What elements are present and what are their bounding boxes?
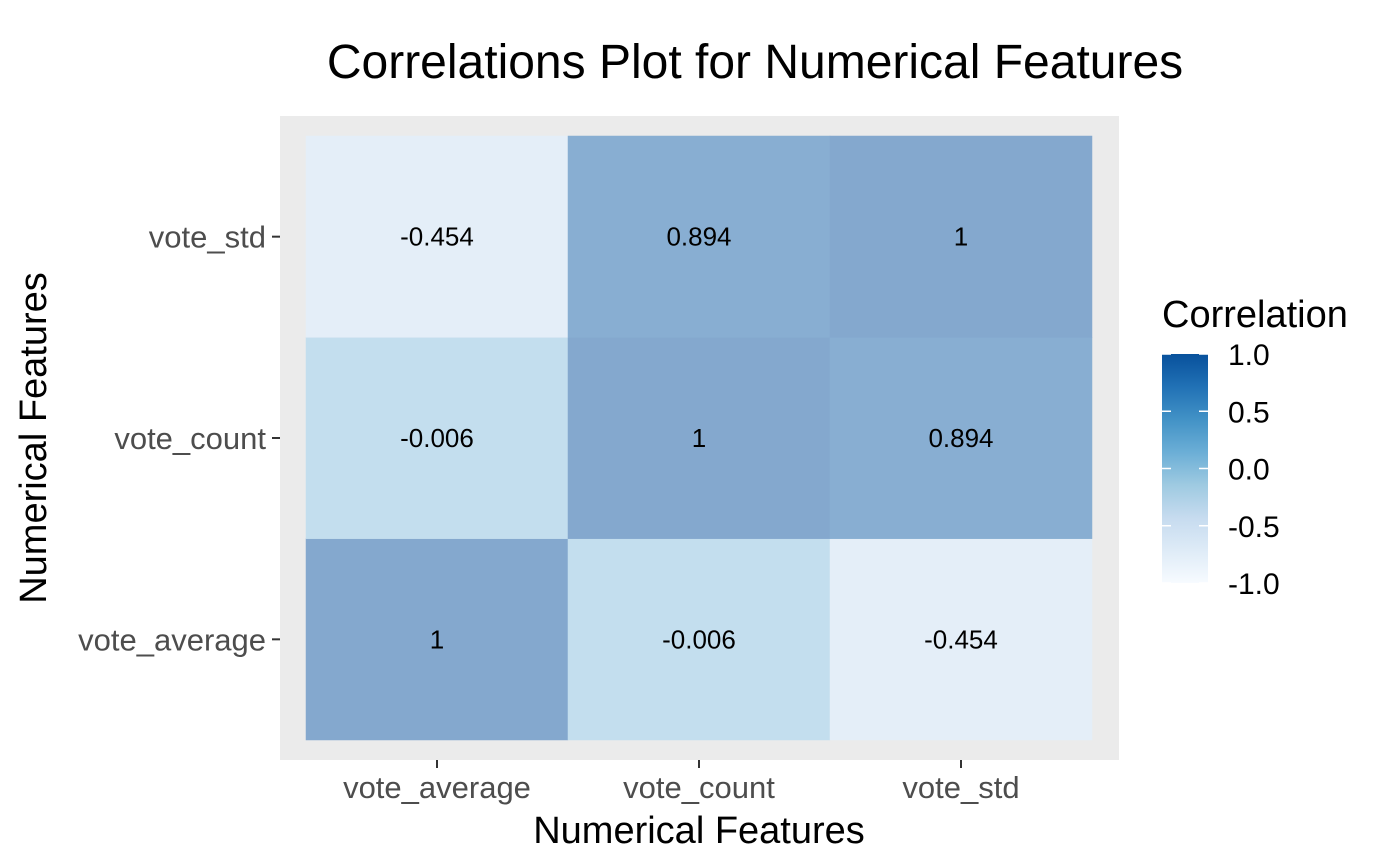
heatmap-tile-vote_std-vote_average <box>829 538 1093 741</box>
legend-label: -1.0 <box>1228 568 1280 601</box>
color-legend: Correlation 1.0 0.5 0.0 -0.5 -1.0 <box>1162 294 1348 601</box>
cell-label-vote_count-vote_average: -0.006 <box>662 624 736 654</box>
legend-title: Correlation <box>1162 294 1348 336</box>
chart-title: Correlations Plot for Numerical Features <box>327 36 1183 89</box>
heatmap-tiles <box>305 135 1093 741</box>
legend-label: 1.0 <box>1228 339 1270 372</box>
x-axis-title: Numerical Features <box>533 810 865 852</box>
legend-ticks: 1.0 0.5 0.0 -0.5 -1.0 <box>1162 339 1280 601</box>
cell-label-vote_average-vote_average: 1 <box>430 624 444 654</box>
y-tick-label-vote_std: vote_std <box>149 220 266 255</box>
heatmap-tile-vote_average-vote_average <box>305 538 569 741</box>
y-axis: vote_average vote_count vote_std <box>78 220 280 657</box>
heatmap-tile-vote_std-vote_std <box>829 135 1093 338</box>
heatmap-cell-labels: 1 -0.006 -0.454 -0.006 1 0.894 -0.454 0.894 1 <box>400 222 998 655</box>
x-tick-label-vote_average: vote_average <box>343 770 531 805</box>
heatmap-tile-vote_average-vote_count <box>305 337 569 539</box>
heatmap-tile-vote_average-vote_std <box>305 135 569 338</box>
cell-label-vote_average-vote_std: -0.454 <box>400 222 474 252</box>
y-tick-label-vote_count: vote_count <box>114 421 266 456</box>
y-tick-label-vote_average: vote_average <box>78 622 266 657</box>
legend-label: -0.5 <box>1228 511 1280 544</box>
x-axis: vote_average vote_count vote_std <box>343 760 1020 805</box>
cell-label-vote_std-vote_count: 0.894 <box>928 423 993 453</box>
cell-label-vote_average-vote_count: -0.006 <box>400 423 474 453</box>
x-tick-label-vote_count: vote_count <box>623 770 775 805</box>
legend-label: 0.0 <box>1228 454 1270 487</box>
cell-label-vote_count-vote_count: 1 <box>692 423 706 453</box>
heatmap-tile-vote_count-vote_std <box>567 135 831 338</box>
x-tick-label-vote_std: vote_std <box>902 770 1019 805</box>
heatmap-tile-vote_std-vote_count <box>829 337 1093 539</box>
cell-label-vote_count-vote_std: 0.894 <box>666 222 731 252</box>
y-axis-title: Numerical Features <box>13 272 55 604</box>
legend-label: 0.5 <box>1228 396 1270 429</box>
cell-label-vote_std-vote_std: 1 <box>954 222 968 252</box>
heatmap-tile-vote_count-vote_count <box>567 337 831 539</box>
cell-label-vote_std-vote_average: -0.454 <box>924 624 998 654</box>
